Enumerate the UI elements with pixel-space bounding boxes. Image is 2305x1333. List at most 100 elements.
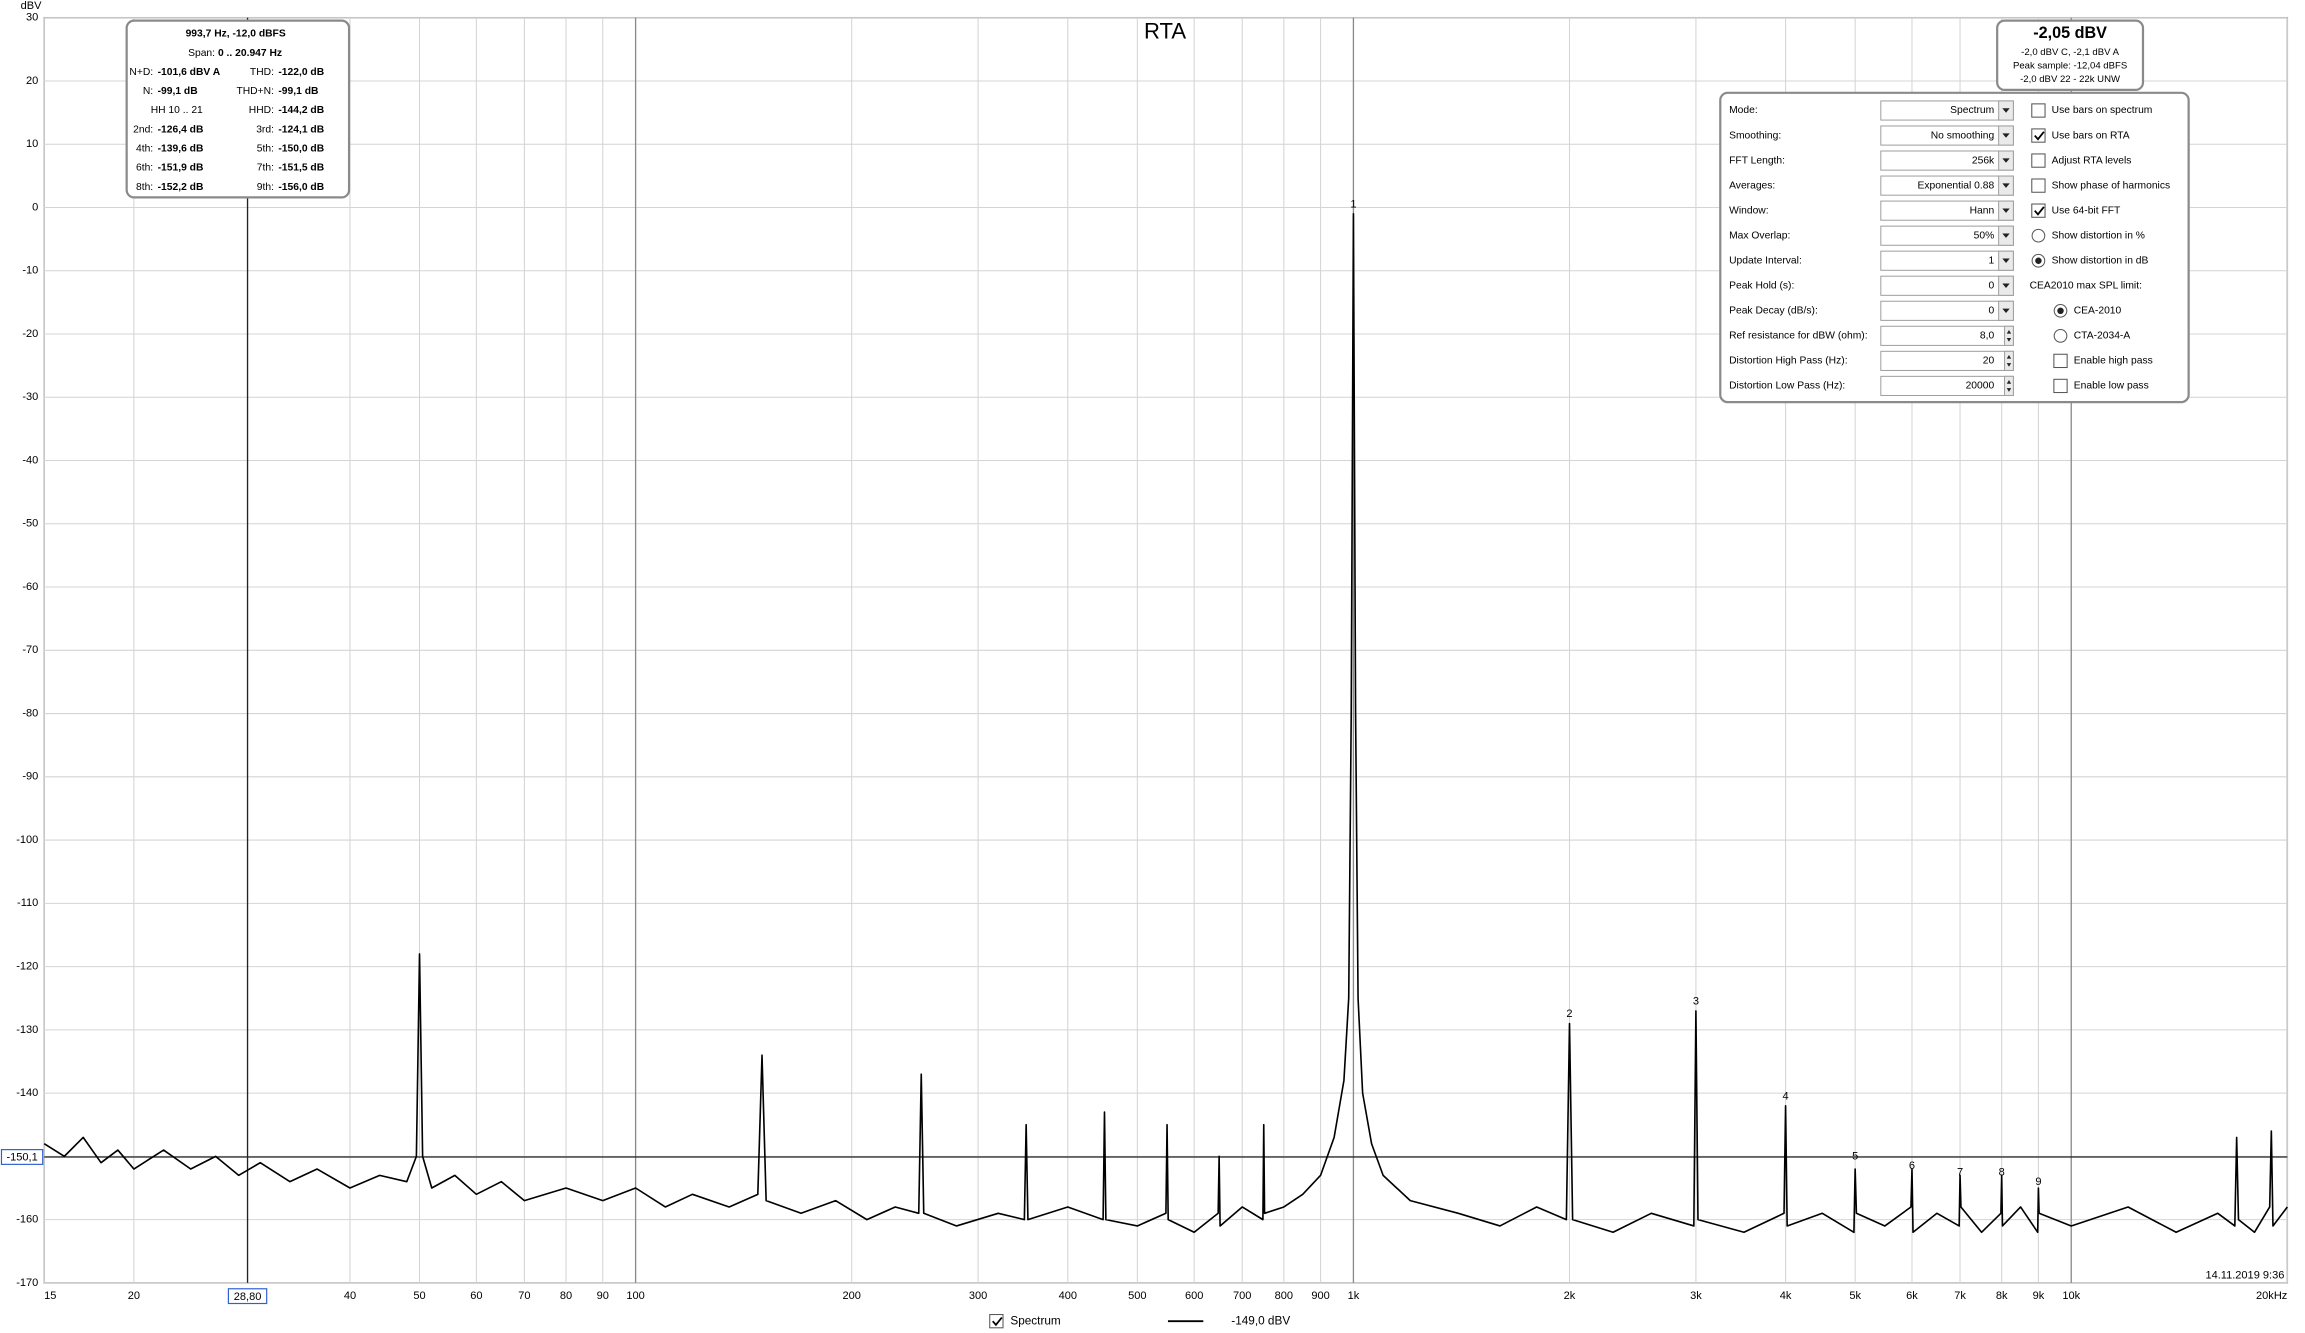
legend-value: -149,0 dBV — [1231, 1314, 1290, 1327]
info-label: 3rd: — [256, 124, 274, 135]
option-checkbox[interactable]: Use bars on RTA — [2031, 128, 2130, 143]
legend-check — [992, 1316, 1003, 1327]
setting-label: Peak Hold (s): — [1729, 280, 1794, 291]
setting-label: Distortion Low Pass (Hz): — [1729, 381, 1845, 392]
option-checkbox[interactable]: Use bars on spectrum — [2031, 103, 2153, 118]
x-tick-label: 800 — [1275, 1290, 1293, 1302]
info-value: -150,0 dB — [278, 144, 324, 155]
spinner-button[interactable] — [2004, 350, 2014, 371]
dropdown[interactable]: Exponential 0.88 — [1880, 175, 2014, 196]
dropdown[interactable]: 50% — [1880, 225, 2014, 246]
checkbox-box[interactable] — [2031, 203, 2046, 218]
radio-circle[interactable] — [2031, 228, 2046, 243]
dropdown-arrow — [2002, 158, 2010, 163]
x-tick-label: 2k — [1564, 1290, 1576, 1302]
dropdown[interactable]: Spectrum — [1880, 100, 2014, 121]
checkbox-box[interactable] — [2031, 103, 2046, 118]
info-title: 993,7 Hz, -12,0 dBFS — [186, 29, 286, 40]
dropdown-arrow — [2002, 108, 2010, 113]
option-label: CTA-2034-A — [2074, 331, 2131, 342]
setting-label: Max Overlap: — [1729, 230, 1790, 241]
info-label: 9th: — [257, 182, 274, 193]
level-box — [1996, 19, 2145, 91]
option-checkbox[interactable]: Show phase of harmonics — [2031, 178, 2170, 193]
x-tick-label: 600 — [1185, 1290, 1203, 1302]
y-tick-label: -90 — [22, 771, 38, 783]
dropdown[interactable]: 256k — [1880, 150, 2014, 171]
setting-label: Window: — [1729, 205, 1768, 216]
dropdown-arrow — [2002, 308, 2010, 314]
dropdown[interactable]: No smoothing — [1880, 125, 2014, 146]
radio-dot — [2057, 307, 2064, 315]
x-tick-label: 100 — [626, 1290, 644, 1302]
option-checkbox[interactable]: Enable low pass — [2053, 378, 2149, 394]
info-value: -151,5 dB — [278, 163, 324, 174]
x-tick-label: 15 — [44, 1290, 56, 1302]
dropdown[interactable]: Hann — [1880, 200, 2014, 221]
x-tick-label: 3k — [1690, 1290, 1702, 1302]
legend-checkbox[interactable] — [989, 1314, 1004, 1329]
x-tick-label: 6k — [1906, 1290, 1918, 1302]
dropdown-arrow — [2002, 183, 2010, 188]
option-heading: CEA2010 max SPL limit: — [2030, 280, 2142, 291]
span-value: 0 .. 20.947 Hz — [218, 48, 282, 59]
level-line: -2,0 dBV 22 - 22k UNW — [2020, 74, 2120, 85]
spinner-button[interactable] — [2004, 325, 2014, 346]
y-axis-label: dBV — [21, 0, 42, 12]
info-value: -99,1 dB — [158, 86, 198, 97]
option-checkbox[interactable]: Adjust RTA levels — [2031, 153, 2132, 168]
setting-label: FFT Length: — [1729, 155, 1785, 166]
level-value: -2,05 dBV — [2033, 24, 2107, 42]
spinner-button[interactable] — [2004, 375, 2014, 397]
checkbox-box[interactable] — [2031, 153, 2046, 168]
option-checkbox[interactable]: Use 64-bit FFT — [2031, 203, 2121, 218]
cursor-x-label-box — [227, 1288, 268, 1305]
checkbox-check — [2034, 131, 2045, 141]
spinner[interactable]: 20 — [1880, 350, 2014, 371]
x-tick-label: 700 — [1233, 1290, 1251, 1302]
dropdown-arrow — [2002, 258, 2010, 263]
spinner[interactable]: 20000 — [1880, 375, 2014, 397]
option-radio[interactable]: CTA-2034-A — [2053, 328, 2131, 343]
y-tick-label: -130 — [16, 1024, 38, 1036]
info-label: N+D: — [129, 67, 153, 78]
option-radio[interactable]: Show distortion in % — [2031, 228, 2145, 243]
harmonic-marker-label: 2 — [1566, 1008, 1572, 1020]
x-tick-label: 40 — [344, 1290, 356, 1302]
dropdown[interactable]: 0 — [1880, 300, 2014, 321]
dropdown-arrow — [2002, 233, 2010, 238]
y-tick-label: -120 — [16, 961, 38, 973]
setting-label: Peak Decay (dB/s): — [1729, 306, 1818, 317]
dropdown[interactable]: 0 — [1880, 275, 2014, 296]
y-tick-label: -110 — [17, 897, 38, 909]
x-tick-label: 50 — [413, 1290, 425, 1302]
y-tick-label: -20 — [22, 328, 38, 340]
spinner[interactable]: 8,0 — [1880, 325, 2014, 346]
dropdown[interactable]: 1 — [1880, 250, 2014, 271]
option-label: Show distortion in % — [2052, 230, 2145, 241]
option-checkbox[interactable]: Enable high pass — [2053, 353, 2153, 369]
info-value: -101,6 dBV A — [158, 67, 221, 78]
y-tick-label: 20 — [26, 75, 38, 87]
checkbox-box[interactable] — [2053, 353, 2068, 369]
harmonic-marker-label: 5 — [1852, 1151, 1858, 1163]
legend-item[interactable]: Spectrum -149,0 dBV — [989, 1314, 1291, 1329]
option-radio[interactable]: CEA-2010 — [2053, 303, 2122, 318]
info-label: N: — [143, 86, 153, 97]
y-tick-label: -10 — [22, 265, 38, 277]
checkbox-box[interactable] — [2053, 378, 2068, 394]
dropdown-arrow — [2002, 208, 2010, 213]
x-tick-label: 200 — [842, 1290, 860, 1302]
option-label: Enable low pass — [2074, 381, 2149, 392]
harmonic-marker-label: 4 — [1783, 1090, 1789, 1102]
radio-circle[interactable] — [2053, 328, 2068, 343]
checkbox-box[interactable] — [2031, 178, 2046, 193]
option-radio[interactable]: Show distortion in dB — [2031, 253, 2149, 268]
x-tick-label: 70 — [518, 1290, 530, 1302]
spinner-arrows — [2006, 354, 2012, 367]
spinner-arrows — [2006, 380, 2012, 392]
checkbox-box[interactable] — [2031, 128, 2046, 143]
radio-dot — [2035, 257, 2042, 264]
dropdown-value: 0 — [1988, 280, 1994, 291]
